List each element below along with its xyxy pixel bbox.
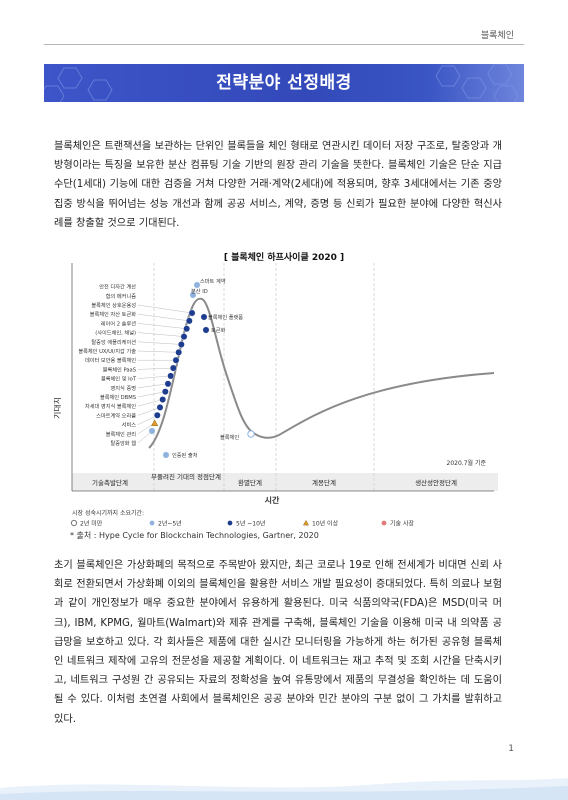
point-label: 스마트 계약 <box>200 277 226 285</box>
rising-point <box>153 411 161 419</box>
tech-point <box>202 326 210 334</box>
rising-label: 데이터 보안용 블록체인 <box>85 356 136 364</box>
rising-label: 탈중앙화 웹 <box>110 439 136 447</box>
section-banner: 전략분야 선정배경 <box>44 64 524 102</box>
leader-line <box>137 304 193 314</box>
phase-label: 계몽단계 <box>312 478 336 487</box>
leader-line <box>137 341 182 345</box>
point-label: 블록체인 플랫폼 <box>208 313 243 321</box>
rising-label: 레이어 2 솔루션 <box>101 319 136 327</box>
rising-label: 서비스 <box>122 421 137 429</box>
tech-point <box>162 451 170 459</box>
rising-label: 탈중앙 애플리케이션 <box>91 338 136 346</box>
rising-point <box>185 317 193 325</box>
phase-label: 부풀려진 기대의 정점단계 <box>151 472 221 481</box>
leader-line <box>137 407 161 416</box>
date-note: 2020.7월 기준 <box>447 459 487 467</box>
y-axis-label: 기대치 <box>54 397 62 419</box>
legend-label: 기술 사장 <box>390 520 414 528</box>
hype-cycle-chart: 기대치 시간 2020.7월 기준 기술촉발단계 부풀려진 기대의 정점단계 환… <box>54 263 498 528</box>
rising-point <box>148 427 156 435</box>
rising-label: 블록체인 관리 <box>106 430 137 438</box>
rising-point <box>156 403 164 411</box>
leader-line <box>137 367 174 370</box>
banner-hexagon-pattern <box>44 64 519 102</box>
leader-line <box>137 375 171 379</box>
leader-line <box>137 323 187 329</box>
page-number: 1 <box>508 744 514 754</box>
rising-point <box>161 388 169 396</box>
phase-band <box>72 473 498 491</box>
legend-marker <box>227 520 233 526</box>
rising-label: 블록체인 상호운용성 <box>91 301 136 309</box>
phase-label: 환멸단계 <box>238 478 262 487</box>
rising-label: 차세대 영지식 블록체인 <box>85 402 136 410</box>
rising-label: 블록체인 UX/UI/지갑 기술 <box>78 347 136 355</box>
header-tag: 블록체인 <box>480 31 514 41</box>
legend-label: 10년 이상 <box>312 520 339 528</box>
leader-line <box>137 391 166 398</box>
rising-point <box>167 372 175 380</box>
leader-line <box>137 399 163 407</box>
section-title: 전략분야 선정배경 <box>216 73 352 93</box>
rising-point <box>177 341 185 348</box>
rising-point <box>151 419 159 426</box>
rising-label: 블록체인 및 IoT <box>101 375 137 383</box>
rising-label: 안전 다자간 계산 <box>99 283 136 291</box>
leader-line <box>137 415 158 425</box>
tech-point <box>247 430 255 438</box>
rising-label: 블록체인 PaaS <box>103 365 136 373</box>
legend-marker <box>381 520 387 526</box>
hype-curve <box>148 297 495 449</box>
phase-label: 생산성안정단계 <box>415 478 457 487</box>
figure-caption: * 출처 : Hype Cycle for Blockchain Technol… <box>70 531 319 540</box>
point-label: 분산 ID <box>191 287 208 295</box>
phase-label: 기술촉발단계 <box>92 478 128 487</box>
tech-point <box>193 281 201 289</box>
tech-point <box>200 313 208 321</box>
body-paragraph: 초기 블록체인은 가상화폐의 목적으로 주목받아 왔지만, 최근 코로나 19로… <box>54 560 502 725</box>
leader-line <box>137 350 179 353</box>
rising-label: 블록체인 자산 토큰화 <box>90 310 136 318</box>
rising-label: (사이드체인, 채널) <box>95 329 136 337</box>
header-rule <box>44 44 524 45</box>
intro-paragraph: 블록체인은 트랜잭션을 보관하는 단위인 블록들을 체인 형태로 연관시킨 데이… <box>54 141 502 229</box>
rising-label: 합의 메커니즘 <box>106 292 137 300</box>
leader-line <box>137 314 190 322</box>
legend-label: 2년~5년 <box>158 520 182 528</box>
rising-label: 영지식 증명 <box>110 384 136 392</box>
x-axis-label: 시간 <box>265 495 280 505</box>
rising-point <box>180 333 188 341</box>
tech-point <box>189 291 197 299</box>
rising-point <box>188 309 196 317</box>
leader-line <box>137 332 185 337</box>
rising-point <box>172 356 180 364</box>
figure-title: [ 블록체인 하프사이클 2020 ] <box>223 253 345 263</box>
rising-point <box>164 380 172 388</box>
footer-wave <box>0 778 568 800</box>
legend-label: 5년 ~10년 <box>236 520 265 528</box>
rising-point <box>169 364 177 372</box>
rising-point <box>175 348 183 356</box>
leader-line <box>137 383 169 388</box>
legend-marker <box>70 519 78 527</box>
point-label: 블록체인 <box>220 433 239 441</box>
rising-point <box>159 396 167 403</box>
legend-label: 2년 미만 <box>80 520 103 528</box>
legend-marker <box>149 520 155 526</box>
point-label: 토큰화 <box>211 327 226 334</box>
legend-marker <box>303 519 309 526</box>
point-label: 인증된 출처 <box>172 451 198 459</box>
rising-label: 스마트계약 오라클 <box>96 411 136 419</box>
rising-label: 블록체인 DBMS <box>100 393 136 401</box>
rising-point <box>183 325 191 333</box>
legend-title: 시장 성숙시기까지 소요기간: <box>72 509 144 517</box>
